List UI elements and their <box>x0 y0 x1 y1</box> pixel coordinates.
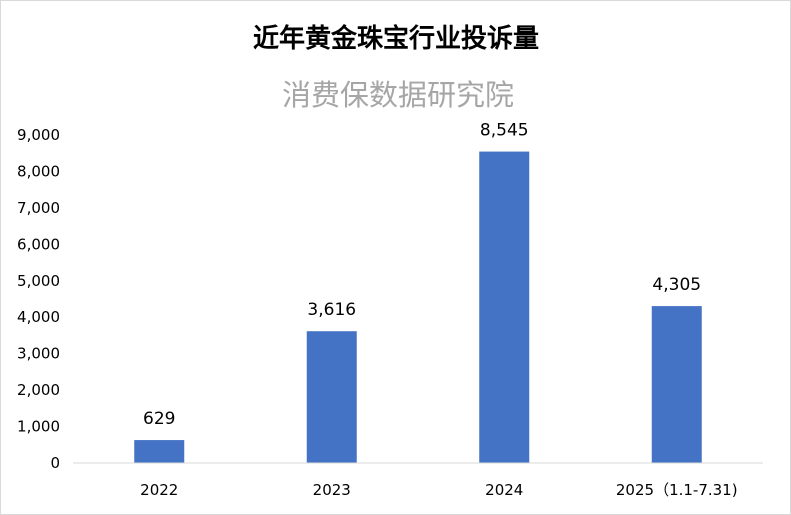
data-label: 8,545 <box>480 121 529 141</box>
y-tick-label: 5,000 <box>17 272 60 290</box>
bar <box>479 151 530 464</box>
y-tick-label: 1,000 <box>17 418 60 436</box>
x-axis-labels: 2022 2023 2024 2025（1.1-7.31) <box>140 481 737 499</box>
y-axis-ticks: 0 1,000 2,000 3,000 4,000 5,000 6,000 7,000 8,00… <box>17 126 60 472</box>
y-tick-label: 4,000 <box>17 308 60 326</box>
x-category-label: 2023 <box>313 481 351 499</box>
y-tick-label: 6,000 <box>17 235 60 253</box>
y-tick-label: 0 <box>50 454 60 472</box>
x-category-label: 2024 <box>485 481 523 499</box>
data-label: 4,305 <box>652 275 701 295</box>
chart-subtitle: 消费保数据研究院 <box>282 78 514 112</box>
bars <box>134 151 702 464</box>
data-label: 3,616 <box>307 300 356 320</box>
x-category-label: 2025（1.1-7.31) <box>616 481 738 499</box>
y-tick-label: 8,000 <box>17 162 60 180</box>
chart-title: 近年黄金珠宝行业投诉量 <box>253 23 539 54</box>
y-tick-label: 3,000 <box>17 345 60 363</box>
y-tick-label: 7,000 <box>17 199 60 217</box>
bar <box>134 440 185 463</box>
bar <box>651 306 702 463</box>
x-category-label: 2022 <box>140 481 178 499</box>
bar <box>306 331 357 463</box>
data-labels: 629 3,616 8,545 4,305 <box>143 121 701 429</box>
y-tick-label: 9,000 <box>17 126 60 144</box>
data-label: 629 <box>143 409 175 429</box>
y-tick-label: 2,000 <box>17 381 60 399</box>
